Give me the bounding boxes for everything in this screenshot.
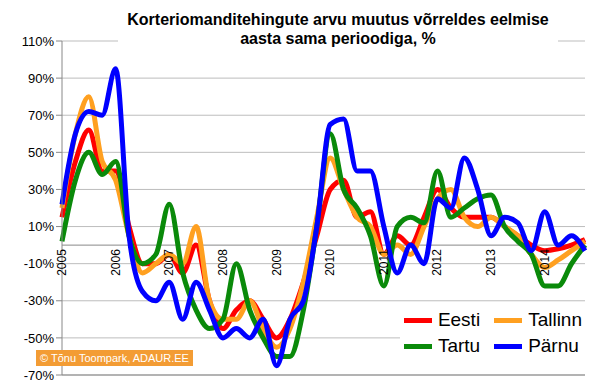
svg-text:2014: 2014 (538, 249, 552, 276)
svg-text:2008: 2008 (216, 249, 230, 276)
svg-text:-30%: -30% (24, 293, 55, 308)
svg-text:70%: 70% (28, 108, 54, 123)
svg-text:2005: 2005 (55, 249, 69, 276)
html-text:© Tõnu Toompark, ADAUR.EE: © Tõnu Toompark, ADAUR.EE (40, 352, 189, 364)
svg-text:2011: 2011 (377, 249, 391, 275)
svg-text:-10%: -10% (24, 256, 55, 271)
svg-text:2013: 2013 (484, 249, 498, 276)
svg-text:30%: 30% (28, 182, 54, 197)
svg-text:2006: 2006 (109, 249, 123, 276)
html-text:Tartu: Tartu (437, 335, 481, 356)
svg-text:2010: 2010 (323, 249, 337, 276)
html-text:Tallinn: Tallinn (528, 309, 582, 330)
svg-text:-70%: -70% (24, 368, 55, 383)
html-text:Pärnu: Pärnu (528, 335, 579, 356)
svg-text:50%: 50% (28, 145, 54, 160)
svg-text:-50%: -50% (24, 331, 55, 346)
svg-text:2012: 2012 (430, 249, 444, 276)
html-text:Eesti: Eesti (437, 309, 481, 330)
svg-text:2009: 2009 (270, 249, 284, 276)
svg-text:110%: 110% (22, 34, 55, 49)
svg-text:90%: 90% (28, 71, 54, 86)
svg-text:10%: 10% (28, 219, 54, 234)
html-text:Korteriomanditehingute arvu mu: Korteriomanditehingute arvu muutus võrre… (127, 11, 549, 47)
svg-text:2007: 2007 (162, 249, 176, 276)
